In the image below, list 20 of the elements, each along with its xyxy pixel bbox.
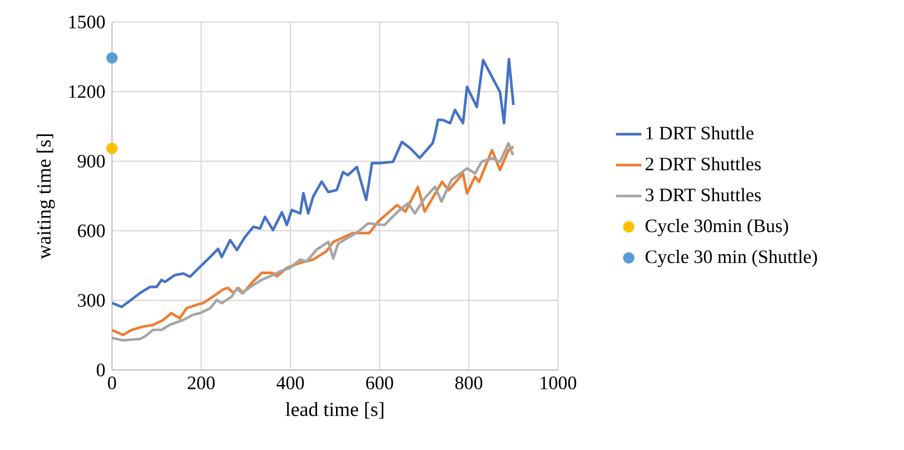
legend-label: 1 DRT Shuttle [646, 126, 754, 140]
x-axis-title: lead time [s] [286, 402, 384, 419]
y-tick-label: 0 [96, 364, 105, 376]
legend-label: 2 DRT Shuttles [646, 157, 761, 170]
y-tick-label: 300 [78, 294, 105, 307]
y-tick-label: 600 [78, 224, 105, 238]
x-tick-label: 200 [188, 376, 215, 390]
y-tick-label: 1200 [69, 85, 105, 98]
x-tick-label: 400 [276, 376, 304, 390]
x-tick-label: 600 [366, 376, 394, 390]
line-series [112, 58, 515, 308]
x-tick-label: 0 [108, 376, 116, 390]
x-tick-label: 1000 [540, 376, 576, 390]
y-tick-label: 900 [78, 154, 105, 168]
legend-label: Cycle 30 min (Shuttle) [646, 250, 817, 268]
legend-label: 3 DRT Shuttles [646, 188, 761, 202]
legend-label: Cycle 30min (Bus) [646, 218, 788, 236]
x-tick-label: 800 [455, 376, 482, 390]
y-tick-label: 1500 [69, 16, 105, 28]
y-axis-title: waiting time [s] [36, 134, 55, 260]
